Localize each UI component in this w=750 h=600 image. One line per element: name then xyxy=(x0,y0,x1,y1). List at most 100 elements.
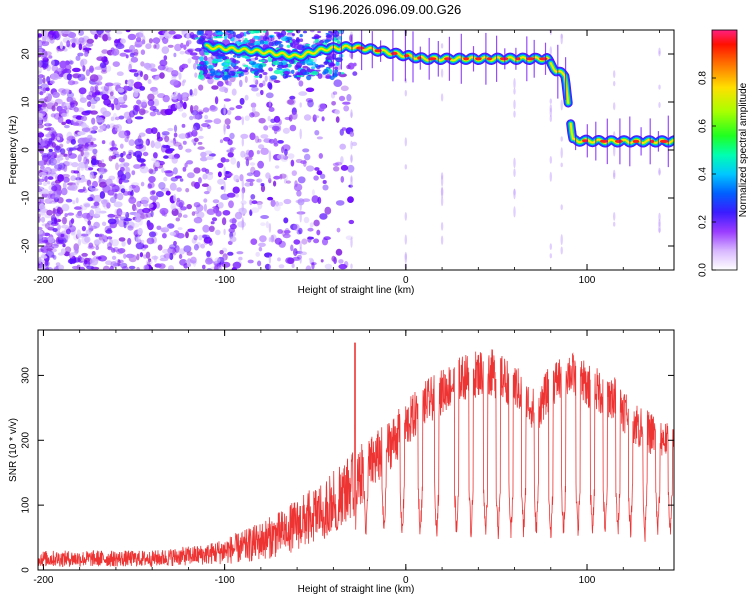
spectrogram-speckle xyxy=(45,260,49,267)
spectrogram-speckle xyxy=(56,156,64,161)
spectrogram-cloud xyxy=(335,61,340,66)
spectrogram-cloud xyxy=(287,63,292,68)
spectrogram-speckle xyxy=(227,152,234,158)
spectrogram-speckle xyxy=(149,105,157,111)
snr-xlabel: Height of straight line (km) xyxy=(298,584,415,595)
colorbar-tick-label: 0.8 xyxy=(698,71,709,85)
spectrogram-speckle xyxy=(293,183,303,192)
spectrogram-speckle xyxy=(44,175,48,183)
spectrogram-speckle xyxy=(186,160,194,165)
spectrogram-speckle xyxy=(52,255,57,260)
spectrogram-cloud xyxy=(325,34,333,38)
spectrogram-speckle xyxy=(89,65,94,73)
spectrogram-speckle xyxy=(302,65,309,69)
spectrogram-speckle xyxy=(69,136,74,140)
spectrogram-speckle xyxy=(38,256,42,264)
spectrogram-speckle xyxy=(331,255,336,262)
spectrogram-speckle xyxy=(65,232,70,240)
spectrogram-streak xyxy=(404,234,407,245)
spectrogram-speckle xyxy=(124,163,128,168)
spectrogram-speckle xyxy=(193,217,203,224)
spectrogram-speckle xyxy=(38,178,45,183)
spectrogram-speckle xyxy=(228,67,234,71)
spectrogram-speckle xyxy=(114,153,121,158)
colorbar-tick-label: 0.4 xyxy=(698,167,709,181)
spectrogram-speckle xyxy=(140,196,150,204)
spectrogram-speckle xyxy=(127,225,134,231)
spectrogram-cloud xyxy=(239,32,245,37)
spectrogram-speckle xyxy=(47,220,54,225)
spectrogram-speckle xyxy=(189,89,193,96)
spectrogram-speckle xyxy=(44,222,50,229)
spectrogram-cloud xyxy=(262,71,268,76)
spectrogram-speckle xyxy=(90,225,98,230)
spectrogram-cloud xyxy=(282,71,291,75)
spectrogram-speckle xyxy=(97,233,105,237)
spectrogram-streak xyxy=(268,237,272,243)
spectrogram-speckle xyxy=(128,185,133,192)
spectrogram-cloud xyxy=(286,36,293,41)
spectrogram-speckle xyxy=(129,44,135,53)
spectrogram-speckle xyxy=(65,228,71,235)
spectrogram-speckle xyxy=(49,155,57,159)
spectrogram-speckle xyxy=(125,253,135,259)
spectrogram-peak xyxy=(659,139,669,143)
spectrogram-streak xyxy=(613,70,616,78)
spectrogram-speckle xyxy=(296,190,302,197)
spectrogram-speckle xyxy=(163,176,168,182)
spectrogram-speckle xyxy=(155,161,160,168)
spectrogram-speckle xyxy=(41,35,47,40)
spectrogram-speckle xyxy=(57,115,64,123)
spectrogram-cloud xyxy=(262,30,267,33)
spectrogram-speckle xyxy=(73,246,80,254)
spectrogram-speckle xyxy=(171,156,178,164)
spectrogram-speckle xyxy=(292,256,301,261)
spectrogram-speckle xyxy=(169,182,177,191)
spectrogram-speckle xyxy=(64,124,70,129)
spectrogram-speckle xyxy=(40,196,45,205)
spectrogram-speckle xyxy=(270,234,275,243)
spectrogram-speckle xyxy=(313,238,320,244)
spectrogram-cloud xyxy=(253,69,259,72)
spectrogram-speckle xyxy=(162,233,167,239)
spectrogram-streak xyxy=(658,47,661,55)
spectrogram-speckle xyxy=(147,99,155,107)
spectrogram-speckle xyxy=(38,77,44,85)
spectrogram-speckle xyxy=(277,229,283,234)
spectrogram-streak xyxy=(299,253,302,264)
spectrogram-speckle xyxy=(258,242,266,247)
spectrogram-speckle xyxy=(291,263,295,268)
spectrogram-speckle xyxy=(305,87,315,93)
spectrogram-speckle xyxy=(183,44,187,50)
spectrogram-peak xyxy=(499,57,509,61)
spectrogram-speckle xyxy=(94,207,101,213)
spectrogram-speckle xyxy=(63,235,69,243)
spectrogram-speckle xyxy=(211,217,218,222)
spectrogram-speckle xyxy=(113,247,119,252)
spectrogram-speckle xyxy=(193,260,196,267)
spectrogram-speckle xyxy=(229,107,235,111)
spectrogram-speckle xyxy=(119,167,125,172)
spectrogram-speckle xyxy=(174,102,182,110)
spectrogram-speckle xyxy=(193,122,201,131)
spectrogram-speckle xyxy=(185,259,194,264)
spectrogram-speckle xyxy=(51,243,59,249)
spectrogram-speckle xyxy=(187,48,194,53)
spectrogram-speckle xyxy=(111,48,120,56)
spectrogram-cloud xyxy=(253,35,261,40)
spectrogram-speckle xyxy=(59,152,67,157)
spectrogram-speckle xyxy=(224,170,230,175)
spectrogram-speckle xyxy=(202,173,208,180)
spectrogram-cloud xyxy=(216,36,223,39)
spectrogram-speckle xyxy=(62,173,70,178)
spectrogram-speckle xyxy=(173,132,178,138)
spectrogram-speckle xyxy=(291,111,298,120)
spectrogram-speckle xyxy=(201,183,209,187)
spectrogram-speckle xyxy=(304,153,311,161)
spectrogram-speckle xyxy=(284,148,288,156)
spectrogram-speckle xyxy=(177,212,183,218)
spectrogram-speckle xyxy=(115,116,120,121)
spectrogram-speckle xyxy=(258,246,263,252)
spectrogram-cloud xyxy=(296,61,303,68)
